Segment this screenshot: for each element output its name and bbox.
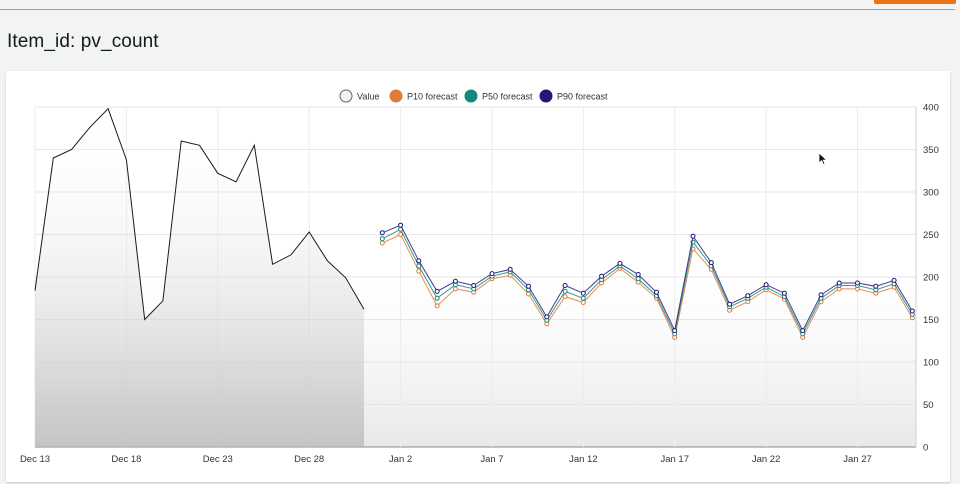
y-tick-label: 350 <box>923 145 939 156</box>
data-point-p90 <box>562 283 568 288</box>
y-tick-label: 300 <box>923 188 939 199</box>
series-line-value <box>34 107 365 321</box>
y-tick-label: 400 <box>923 103 939 114</box>
data-point-p90 <box>891 277 897 283</box>
data-point-p10 <box>562 294 568 300</box>
data-point-p10 <box>379 240 385 246</box>
data-point-p10 <box>580 300 586 305</box>
data-point-p10 <box>416 268 422 274</box>
legend-label: P10 forecast <box>407 92 458 102</box>
data-point-p90 <box>635 272 641 277</box>
page-title: Item_id: pv_count <box>7 31 159 52</box>
data-point-p90 <box>507 266 513 272</box>
data-point-p90 <box>580 290 586 296</box>
data-point-p90 <box>909 308 915 314</box>
data-point-p90 <box>599 273 605 279</box>
data-point-p90 <box>873 283 879 289</box>
legend-label: P90 forecast <box>557 92 608 102</box>
data-point-p90 <box>434 288 440 294</box>
primary-action-button[interactable] <box>874 0 956 4</box>
data-point-p50 <box>379 236 385 242</box>
chart-card: 0 50 100 150 200 250 300 350 400 Dec 13 Dec 18 Dec… <box>6 71 950 482</box>
data-point-p90 <box>727 301 733 307</box>
data-point-p90 <box>690 233 696 239</box>
data-point-p90 <box>818 292 824 298</box>
x-tick-label: Jan 2 <box>389 454 412 465</box>
y-tick-label: 250 <box>923 230 939 241</box>
x-tick-label: Dec 23 <box>203 454 233 465</box>
x-tick-label: Dec 18 <box>111 454 141 465</box>
data-point-p90 <box>617 260 623 266</box>
data-point-p50 <box>635 276 641 282</box>
x-tick-label: Jan 27 <box>843 454 872 465</box>
data-point-p90 <box>763 282 769 288</box>
y-tick-label: 100 <box>923 358 939 369</box>
data-point-p90 <box>544 314 550 320</box>
data-point-p90 <box>379 230 385 236</box>
y-tick-label: 50 <box>923 400 934 411</box>
legend-item-p90[interactable]: P90 forecast <box>539 89 608 103</box>
data-point-p90 <box>781 290 787 296</box>
legend-label: P50 forecast <box>482 92 533 102</box>
data-point-p90 <box>471 283 477 288</box>
legend-label: Value <box>357 92 379 102</box>
series-line-p50 <box>382 228 913 336</box>
x-tick-label: Jan 12 <box>569 454 598 465</box>
data-point-p90 <box>398 222 404 228</box>
data-point-p90 <box>654 289 659 295</box>
data-point-p90 <box>489 271 495 277</box>
series-line-p10 <box>382 233 913 339</box>
legend: Value P10 forecast P50 forecast P90 forecas… <box>339 89 608 103</box>
data-point-p90 <box>672 328 678 334</box>
legend-marker <box>339 89 353 103</box>
data-point-p50 <box>580 295 586 301</box>
x-axis: Dec 13 Dec 18 Dec 23 Dec 28 Jan 2 Jan 7 Jan 12… <box>20 454 872 465</box>
legend-item-value[interactable]: Value <box>339 89 379 103</box>
data-point-p10 <box>434 303 440 309</box>
x-tick-label: Jan 17 <box>660 454 689 465</box>
data-point-p10 <box>452 286 458 292</box>
y-tick-label: 200 <box>923 273 939 284</box>
data-point-p90 <box>526 283 531 289</box>
y-tick-label: 150 <box>923 315 939 326</box>
x-tick-label: Jan 22 <box>752 454 781 465</box>
data-point-p90 <box>855 280 860 286</box>
legend-item-p50[interactable]: P50 forecast <box>464 89 533 103</box>
legend-marker <box>389 89 403 103</box>
data-point-p50 <box>416 263 422 269</box>
data-point-p90 <box>452 278 458 284</box>
data-point-p90 <box>708 260 714 266</box>
mouse-cursor-icon <box>818 152 828 166</box>
value-area-fill <box>35 108 364 447</box>
data-point-p90 <box>416 258 422 264</box>
legend-item-p10[interactable]: P10 forecast <box>389 89 458 103</box>
data-point-p90 <box>836 280 842 286</box>
top-divider <box>0 9 955 10</box>
legend-marker <box>464 89 478 103</box>
y-axis: 0 50 100 150 200 250 300 350 400 <box>923 103 939 454</box>
data-point-p90 <box>800 328 806 334</box>
data-point-p50 <box>434 295 440 301</box>
x-tick-label: Dec 28 <box>294 454 324 465</box>
data-point-p90 <box>745 293 751 299</box>
y-tick-label: 0 <box>923 443 928 454</box>
x-tick-label: Dec 13 <box>20 454 50 465</box>
series-line-p90 <box>382 224 913 333</box>
series-layer <box>34 107 915 340</box>
data-point-p50 <box>562 288 568 294</box>
legend-marker <box>539 89 553 103</box>
x-tick-label: Jan 7 <box>480 454 503 465</box>
